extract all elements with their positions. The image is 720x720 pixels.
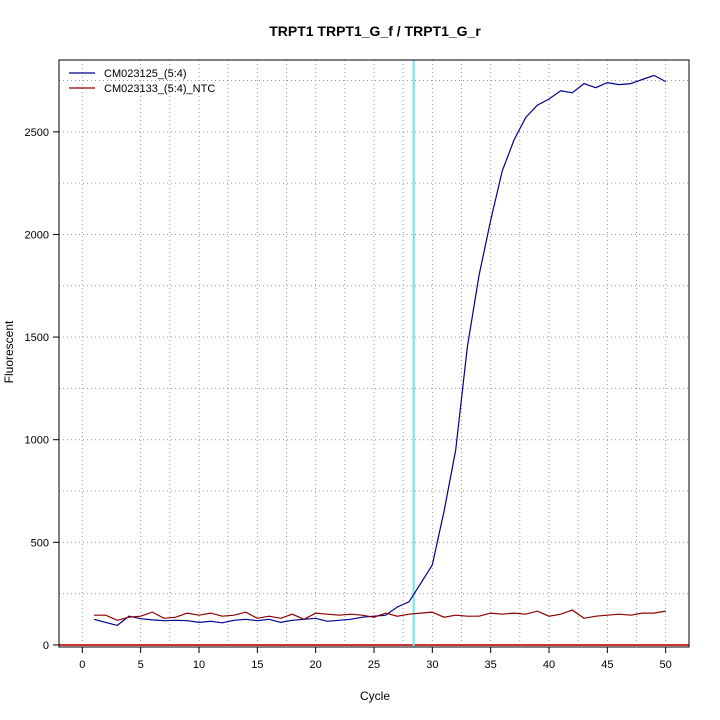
legend-label-2: CM023133_(5:4)_NTC [104, 83, 215, 95]
x-tick-label: 25 [368, 659, 380, 671]
x-tick-label: 15 [251, 659, 263, 671]
y-axis-label: Fluorescent [2, 320, 16, 383]
series-line-1 [93, 74, 666, 627]
x-tick-label: 10 [193, 659, 205, 671]
y-tick-label: 1500 [25, 332, 49, 344]
x-tick-label: 35 [485, 659, 497, 671]
y-tick-label: 500 [31, 537, 49, 549]
x-axis-label: Cycle [360, 689, 390, 703]
y-axis: 0 500 1000 1500 2000 2500 [25, 127, 59, 652]
x-tick-label: 50 [660, 659, 672, 671]
y-tick-label: 2000 [25, 229, 49, 241]
x-tick-label: 30 [426, 659, 438, 671]
y-tick-label: 0 [43, 640, 49, 652]
x-tick-label: 45 [601, 659, 613, 671]
x-tick-label: 20 [310, 659, 322, 671]
x-tick-label: 40 [543, 659, 555, 671]
chart-title: TRPT1 TRPT1_G_f / TRPT1_G_r [269, 23, 481, 39]
x-tick-label: 5 [138, 659, 144, 671]
series-line-2 [94, 609, 666, 621]
series-layer [93, 74, 666, 627]
legend: CM023125_(5:4) CM023133_(5:4)_NTC [69, 68, 215, 95]
y-tick-label: 2500 [25, 127, 49, 139]
x-axis: 0 5 10 15 20 25 30 35 40 45 50 [79, 647, 672, 671]
y-tick-label: 1000 [25, 435, 49, 447]
grid [59, 60, 689, 647]
legend-label-1: CM023125_(5:4) [104, 68, 187, 80]
x-tick-label: 0 [79, 659, 85, 671]
